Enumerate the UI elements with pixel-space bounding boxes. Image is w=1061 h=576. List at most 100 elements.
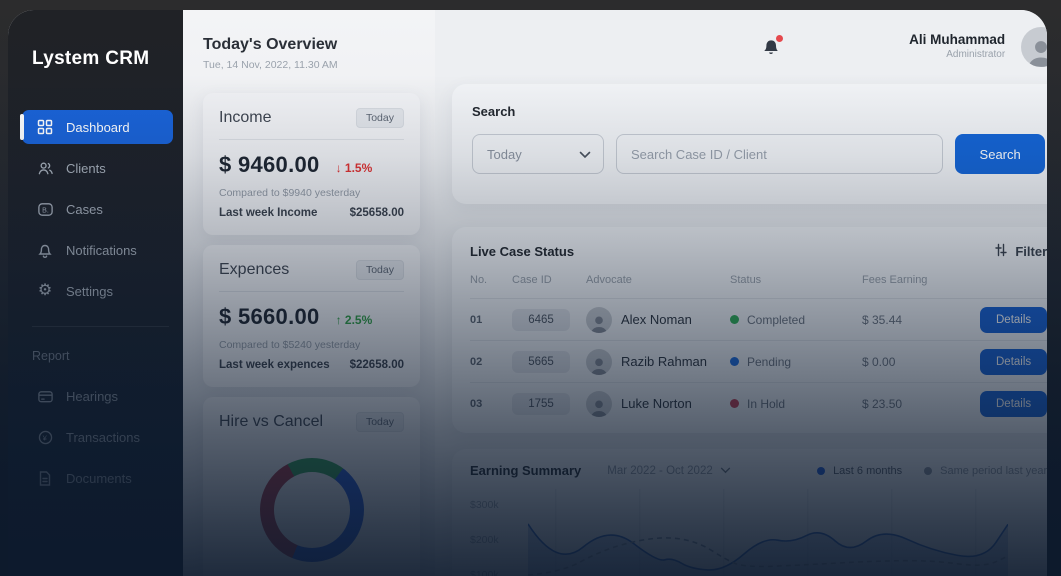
col-fees: Fees Earning (862, 274, 928, 286)
overview-column: Today's Overview Tue, 14 Nov, 2022, 11.3… (183, 10, 435, 576)
sidebar-item-hearings[interactable]: Hearings (22, 379, 173, 413)
expences-card: Expences Today $ 5660.00 ↑ 2.5% Compared… (203, 245, 420, 387)
income-compared: Compared to $9940 yesterday (219, 187, 361, 199)
divider (219, 291, 404, 292)
search-button[interactable]: Search (955, 134, 1046, 174)
sidebar-item-transactions[interactable]: ¥ Transactions (22, 420, 173, 454)
row-no: 01 (470, 313, 483, 326)
case-id-chip: 1755 (512, 392, 570, 415)
col-case-id: Case ID (512, 274, 552, 286)
sidebar-divider (32, 326, 169, 327)
filter-button[interactable]: Filter (994, 243, 1047, 260)
sidebar-item-settings[interactable]: ⚙ Settings (22, 274, 173, 308)
search-title: Search (472, 104, 516, 119)
legend-dot-blue (817, 466, 826, 475)
sidebar-item-label: Transactions (66, 429, 140, 445)
expences-today-badge[interactable]: Today (355, 260, 404, 280)
date-range-value: Mar 2022 - Oct 2022 (607, 464, 713, 477)
live-case-title: Live Case Status (470, 244, 575, 259)
col-status: Status (730, 274, 762, 286)
sidebar-item-clients[interactable]: Clients (22, 151, 173, 185)
advocate-avatar (586, 348, 612, 375)
status-label: In Hold (747, 396, 786, 411)
details-button[interactable]: Details (980, 348, 1047, 375)
income-card-title: Income (219, 109, 272, 126)
dashboard-grid-icon (36, 118, 54, 136)
top-bar: Ali Muhammad Administrator (452, 10, 1047, 84)
sidebar-item-label: Documents (66, 470, 132, 486)
earning-title: Earning Summary (470, 463, 582, 478)
search-panel: Search Today Search (452, 84, 1047, 204)
sidebar-item-label: Hearings (66, 388, 119, 404)
income-today-badge[interactable]: Today (355, 108, 404, 128)
income-card: Income Today $ 9460.00 ↓ 1.5% Compared t… (203, 93, 420, 235)
notification-bell-icon[interactable] (761, 35, 784, 58)
sidebar-item-label: Dashboard (66, 119, 130, 135)
expences-card-title: Expences (219, 261, 290, 278)
details-button[interactable]: Details (980, 306, 1047, 333)
gear-icon: ⚙ (37, 282, 53, 299)
legend-label: Same period last year (940, 464, 1047, 477)
table-header-row: No. Case ID Advocate Status Fees Earning (470, 274, 1047, 286)
hire-today-badge[interactable]: Today (355, 412, 404, 432)
card-icon (36, 387, 54, 405)
sidebar-nav: Dashboard Clients B. Cases Notifications (8, 110, 183, 308)
date-range-select[interactable]: Mar 2022 - Oct 2022 (607, 465, 730, 477)
date-filter-value: Today (487, 146, 522, 162)
sidebar-item-cases[interactable]: B. Cases (22, 192, 173, 226)
status-label: Pending (747, 354, 792, 369)
sidebar-item-dashboard[interactable]: Dashboard (20, 110, 173, 144)
fees-value: $ 0.00 (862, 354, 896, 369)
svg-text:B.: B. (42, 206, 49, 214)
chevron-down-icon (579, 147, 591, 162)
advocate-name: Luke Norton (621, 396, 692, 411)
earning-panel: Earning Summary Mar 2022 - Oct 2022 Last… (452, 449, 1047, 576)
sidebar-item-label: Cases (66, 201, 103, 217)
sidebar-item-notifications[interactable]: Notifications (22, 233, 173, 267)
table-row: 01 6465 Alex Noman Completed $ 35.44 Det… (470, 298, 1047, 340)
fees-value: $ 23.50 (862, 396, 903, 411)
sidebar-item-label: Notifications (66, 242, 137, 258)
user-name: Ali Muhammad (909, 32, 1006, 48)
col-no: No. (470, 274, 488, 286)
expences-compared: Compared to $5240 yesterday (219, 339, 361, 351)
currency-refresh-icon: ¥ (36, 428, 54, 446)
expences-lastweek-label: Last week expences (219, 359, 330, 371)
filter-label: Filter (1015, 244, 1047, 259)
row-no: 03 (470, 397, 483, 410)
notification-dot (776, 35, 784, 42)
status-dot (730, 315, 739, 324)
fees-value: $ 35.44 (862, 312, 903, 327)
sidebar: Lystem CRM Dashboard Clients B. Cases (8, 10, 183, 576)
hire-vs-cancel-card: Hire vs Cancel Today (203, 397, 420, 576)
income-amount: $ 9460.00 (219, 152, 320, 177)
live-case-panel: Live Case Status Filter No. Case ID Advo… (452, 227, 1047, 433)
donut-hole (273, 472, 350, 548)
search-input[interactable] (616, 134, 944, 174)
income-lastweek-label: Last week Income (219, 207, 318, 219)
earning-chart-svg (528, 489, 1008, 576)
sidebar-item-label: Clients (66, 160, 106, 176)
app-window: Lystem CRM Dashboard Clients B. Cases (8, 10, 1047, 576)
users-icon (36, 159, 54, 177)
app-logo: Lystem CRM (32, 48, 150, 69)
advocate-avatar (586, 390, 612, 417)
row-no: 02 (470, 355, 483, 368)
table-row: 03 1755 Luke Norton In Hold $ 23.50 Deta… (470, 382, 1047, 424)
expences-change: ↑ 2.5% (335, 313, 373, 327)
user-avatar[interactable] (1021, 27, 1047, 67)
date-filter-select[interactable]: Today (472, 134, 604, 174)
y-axis-label: $200k (470, 534, 499, 546)
expences-lastweek-value: $22658.00 (349, 359, 404, 371)
legend-label: Last 6 months (833, 464, 903, 477)
table-row: 02 5665 Razib Rahman Pending $ 0.00 Deta… (470, 340, 1047, 382)
advocate-name: Razib Rahman (621, 354, 707, 369)
sidebar-item-documents[interactable]: Documents (22, 461, 173, 495)
svg-text:¥: ¥ (42, 433, 47, 442)
chart-legend: Last 6 months Same period last year (817, 465, 1047, 477)
details-button[interactable]: Details (980, 390, 1047, 417)
case-badge-icon: B. (36, 200, 54, 218)
divider (219, 139, 404, 140)
user-role: Administrator (946, 49, 1006, 61)
status-dot (730, 357, 739, 366)
